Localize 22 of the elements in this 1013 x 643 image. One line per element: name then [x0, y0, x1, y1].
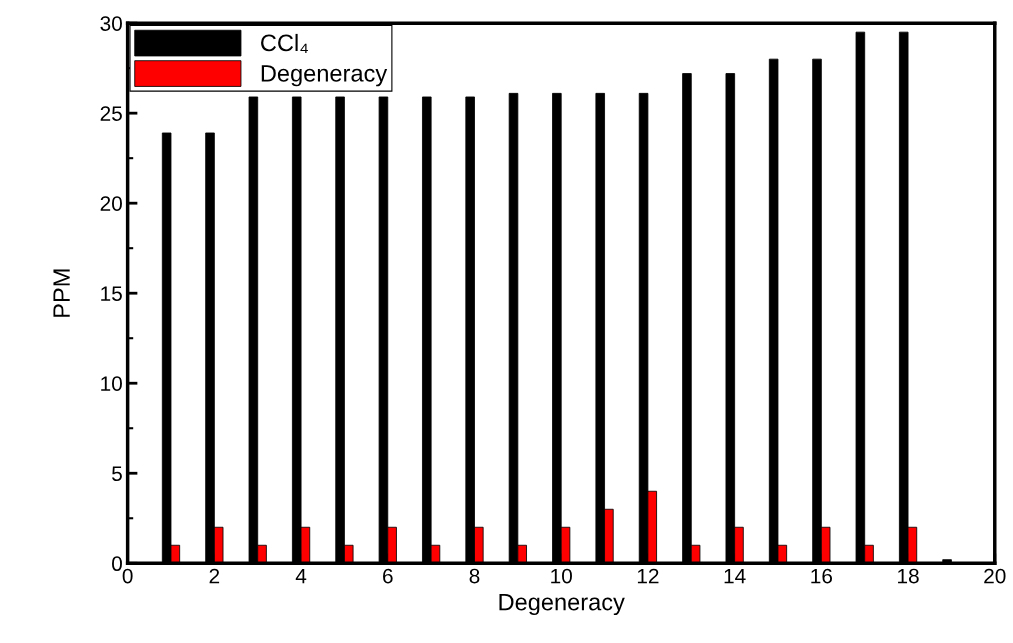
x-tick-label: 12 [637, 568, 659, 584]
x-tick-label: 0 [122, 568, 133, 584]
legend-label: CCl₄ [261, 33, 308, 54]
x-tick-label: 6 [383, 568, 393, 584]
y-tick-label: 25 [100, 106, 122, 121]
y-tick-label: 20 [100, 196, 122, 211]
y-tick-label: 15 [101, 286, 122, 301]
x-tick-label: 20 [984, 568, 1006, 584]
legend-label: Degeneracy [261, 65, 388, 87]
y-tick-label: 0 [112, 556, 122, 572]
x-tick-label: 18 [898, 568, 919, 584]
x-tick-label: 10 [551, 568, 572, 584]
x-tick-label: 8 [469, 568, 480, 584]
y-axis-title: PPM [53, 269, 70, 317]
y-tick-label: 10 [101, 376, 122, 391]
y-tick-label: 30 [100, 16, 122, 31]
x-tick-label: 16 [811, 568, 833, 584]
x-tick-label: 2 [209, 568, 220, 584]
x-axis-title: Degeneracy [499, 593, 625, 616]
y-tick-label: 5 [112, 466, 122, 481]
x-tick-label: 4 [295, 568, 307, 584]
x-tick-label: 14 [724, 568, 746, 584]
